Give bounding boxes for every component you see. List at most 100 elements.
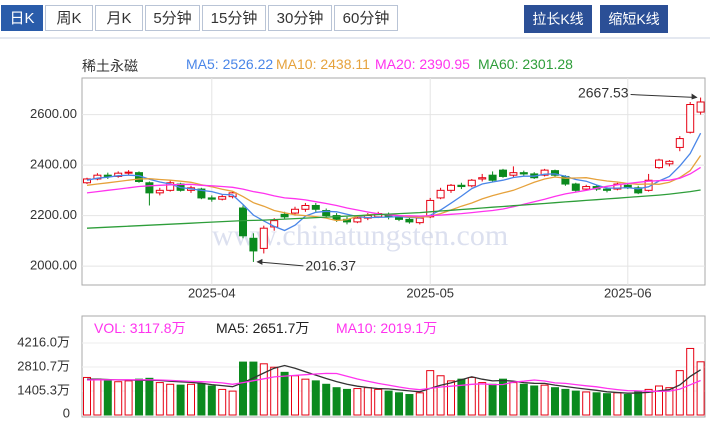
candle-body xyxy=(114,172,123,177)
volume-bar xyxy=(384,390,393,416)
tab[interactable]: 30分钟 xyxy=(268,5,332,31)
tab[interactable]: 日K xyxy=(1,5,43,31)
volume-bar xyxy=(145,377,154,416)
volume-bar xyxy=(623,394,632,416)
volume-bar xyxy=(686,347,695,416)
volume-bar xyxy=(218,388,227,416)
volume-bar xyxy=(353,388,362,416)
candle-body xyxy=(696,101,705,113)
candle-body xyxy=(467,179,476,187)
legend-value: 2651.7 xyxy=(252,320,296,336)
candle-body xyxy=(353,217,362,223)
x-tick-label: 2025-06 xyxy=(604,285,652,300)
legend-value: 2438.11 xyxy=(320,56,370,72)
volume-bar xyxy=(561,388,570,416)
legend-value: 2301.28 xyxy=(522,56,573,72)
candle-body xyxy=(686,104,695,133)
volume-bar xyxy=(613,392,622,416)
legend-item: MA52651.7万 xyxy=(216,318,309,338)
tab[interactable]: 月K xyxy=(95,5,143,31)
volume-bar xyxy=(93,378,102,416)
candle-body xyxy=(249,237,258,252)
volume-bar xyxy=(166,383,175,416)
volume-bar xyxy=(665,387,674,416)
legend-value: 3117.8 xyxy=(129,320,172,336)
y-tick-label: 2200.00 xyxy=(30,207,77,222)
candle-body xyxy=(571,183,580,191)
volume-bar xyxy=(488,383,497,416)
legend-name: 稀土永磁 xyxy=(82,58,138,74)
legend-value: 2526.22 xyxy=(222,56,274,72)
volume-bar xyxy=(135,378,143,416)
candle-body xyxy=(322,210,331,217)
candle-body xyxy=(551,170,559,176)
volume-bar xyxy=(197,382,206,416)
candle-body xyxy=(405,218,414,223)
tab[interactable]: 15分钟 xyxy=(202,5,266,31)
legend-item: 稀土永磁 xyxy=(82,56,138,76)
candle-body xyxy=(207,197,216,200)
legend-item: MA202390.95 xyxy=(375,56,470,72)
legend-item: MA602301.28 xyxy=(478,56,573,72)
candle-body xyxy=(436,189,445,199)
candle-body xyxy=(415,217,424,224)
annotation: 2667.53 xyxy=(578,84,629,100)
ma-line xyxy=(86,166,701,217)
candle-body xyxy=(301,204,310,210)
tab[interactable]: 5分钟 xyxy=(145,5,200,31)
button[interactable]: 拉长K线 xyxy=(524,5,592,33)
y-tick-label: 1405.3万 xyxy=(17,382,70,397)
arrow-head xyxy=(691,93,698,100)
legend-unit: 万 xyxy=(295,320,310,336)
legend-name: MA10 xyxy=(336,320,380,336)
candle-body xyxy=(332,215,341,220)
volume-bar xyxy=(426,370,435,416)
candle-body xyxy=(509,172,518,176)
candle-body xyxy=(280,213,289,218)
volume-bar xyxy=(415,392,424,416)
volume-bar xyxy=(83,376,91,416)
tab[interactable]: 60分钟 xyxy=(334,5,398,31)
candle-body xyxy=(613,183,622,190)
ma-line xyxy=(86,132,702,232)
tab[interactable]: 周K xyxy=(45,5,93,31)
candle-body xyxy=(103,174,112,177)
volume-bar xyxy=(124,380,133,416)
volume-bar xyxy=(603,393,611,416)
volume-bar xyxy=(259,363,268,416)
volume-bar xyxy=(280,371,289,416)
volume-bar xyxy=(363,387,372,416)
button[interactable]: 缩短K线 xyxy=(600,5,668,33)
candle-body xyxy=(499,169,507,177)
y-tick-label: 2000.00 xyxy=(30,258,77,273)
y-tick-label: 4216.0万 xyxy=(17,334,70,349)
candle-body xyxy=(665,160,674,165)
volume-bar xyxy=(447,380,455,416)
candle-body xyxy=(540,169,549,176)
toolbar: 日K 周K 月K 5分钟 15分钟 30分钟 60分钟 拉长K线 缩短K线 xyxy=(0,0,710,38)
legend-value: 2390.95 xyxy=(419,56,470,72)
y-tick-label: 2400.00 xyxy=(30,157,77,172)
candle-body xyxy=(582,186,591,190)
volume-bar xyxy=(176,384,185,416)
candle-body xyxy=(291,208,299,214)
volume-bar xyxy=(582,391,591,416)
volume-bar xyxy=(291,375,299,416)
volume-bar xyxy=(644,388,653,416)
ma-line xyxy=(86,189,701,229)
legend-name: MA5 xyxy=(186,56,223,72)
volume-bar xyxy=(675,370,684,416)
candle-body xyxy=(447,184,455,191)
volume-bar xyxy=(571,390,580,416)
volume-bar xyxy=(436,375,445,416)
y-tick-label: 2600.00 xyxy=(30,106,77,121)
annotation: 2016.37 xyxy=(305,258,356,274)
candle-body xyxy=(634,187,643,194)
annotation-arrow xyxy=(257,261,304,267)
volume-bar xyxy=(270,366,279,416)
legend-unit: 万 xyxy=(171,320,186,336)
volume-bar xyxy=(519,383,528,416)
candle-body xyxy=(83,178,91,184)
candle-body xyxy=(239,207,247,237)
